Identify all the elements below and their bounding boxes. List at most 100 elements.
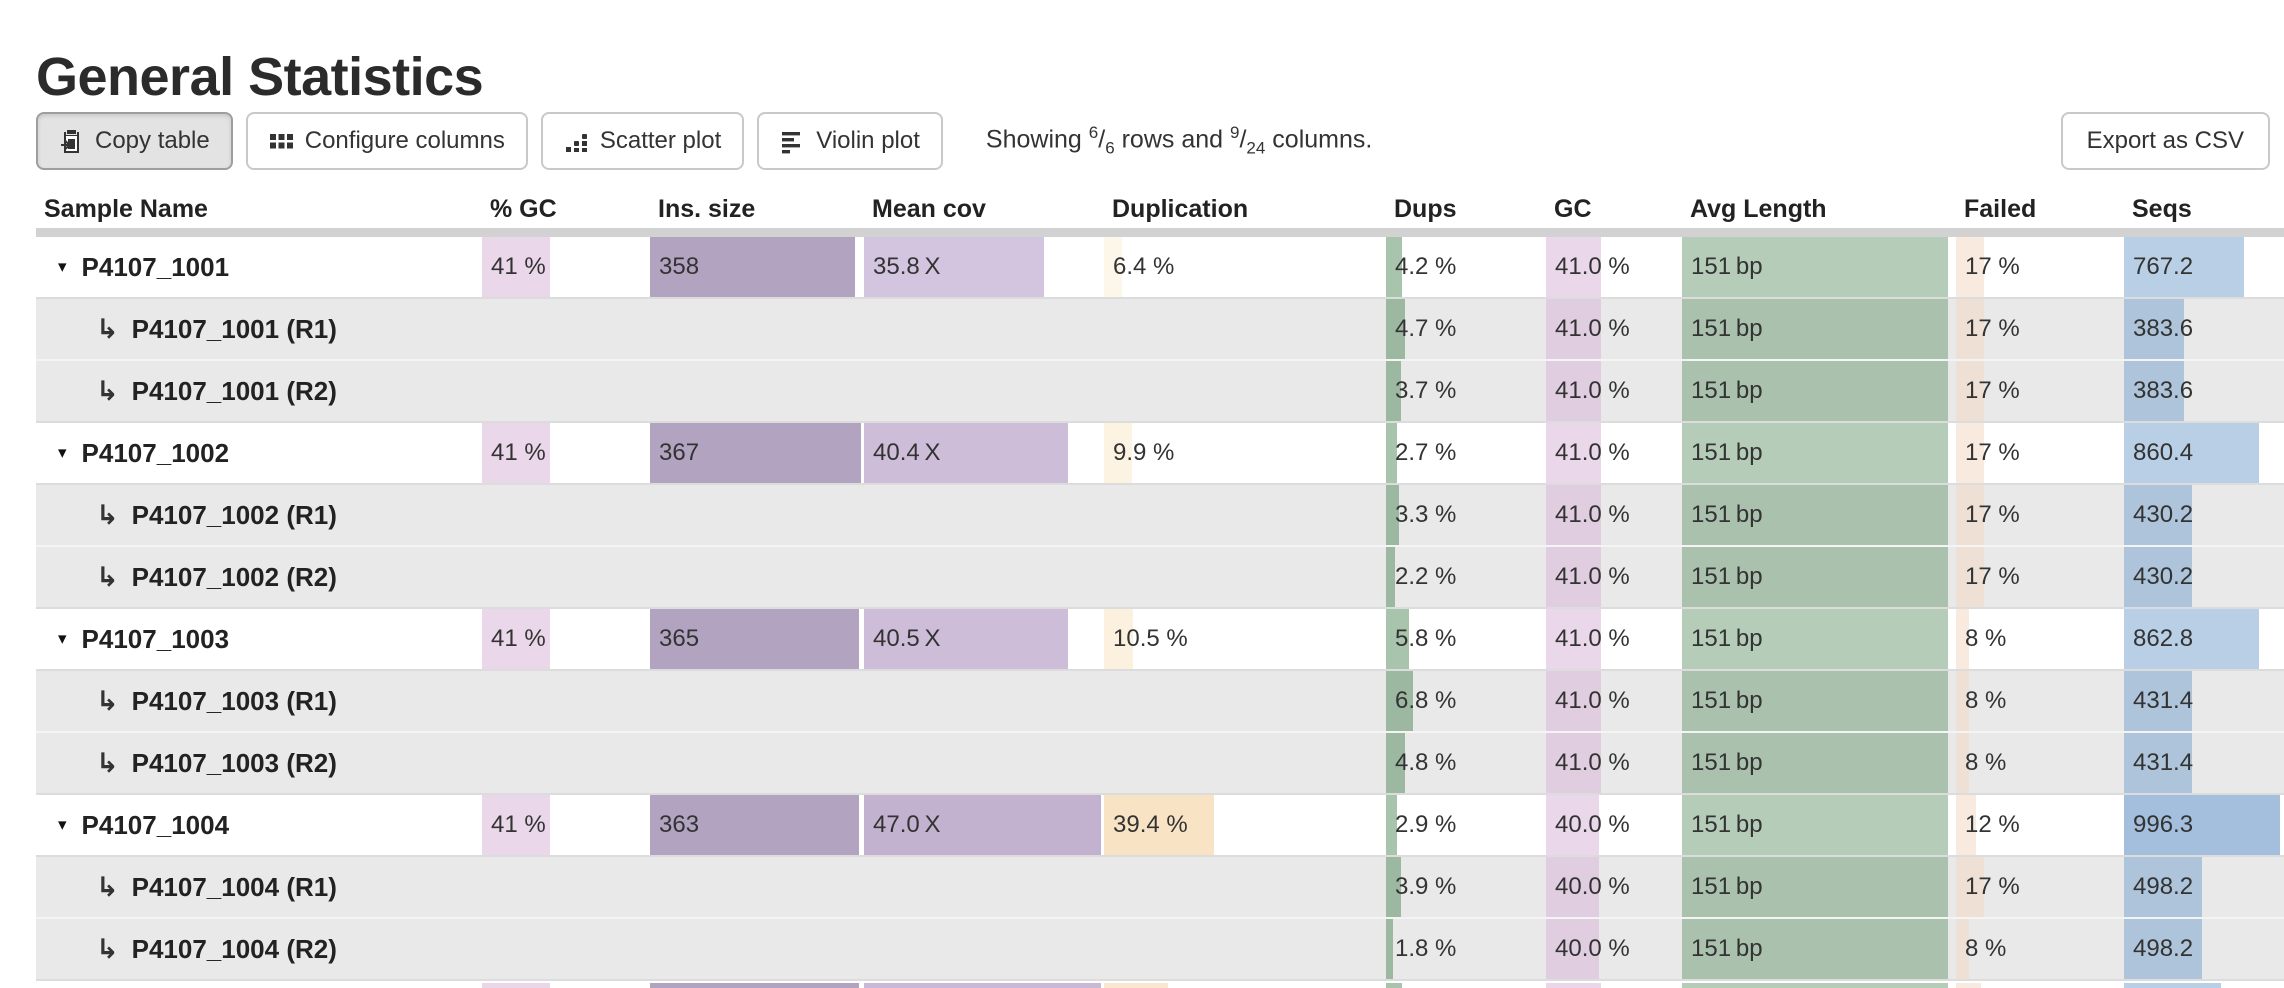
gc-value: 40.0 % xyxy=(1555,811,1630,838)
dup-cell xyxy=(1104,857,1386,917)
gc-bar xyxy=(1546,671,1601,731)
column-header-gc[interactable]: GC xyxy=(1554,195,1592,223)
ins-cell xyxy=(650,361,864,421)
sample-name: P4107_1001 (R2) xyxy=(131,375,337,406)
gc-bar xyxy=(1546,547,1601,607)
dups-cell: 2.7 % xyxy=(1386,423,1546,483)
gc-cell: 40.0 % xyxy=(1546,919,1682,979)
sample-cell[interactable]: ↳ P4107_1003 (R1) xyxy=(36,671,482,731)
table-row[interactable]: ↳ P4107_1004 (R2) 1.8 % 40.0 % 151 bp 8 % 498.… xyxy=(36,917,2284,979)
seqs-cell: 498.2 xyxy=(2124,919,2284,979)
avglen-value: 151 bp xyxy=(1691,563,1763,590)
failed-bar xyxy=(1956,733,1970,793)
dups-value: 4.8 % xyxy=(1395,749,1457,776)
table-row[interactable]: ↳ P4107_1001 (R1) 4.7 % 41.0 % 151 bp 17 % 383… xyxy=(36,297,2284,359)
seqs-bar xyxy=(2124,795,2281,855)
sample-cell[interactable]: ↳ P4107_1002 (R1) xyxy=(36,485,482,545)
column-header-seqs[interactable]: Seqs xyxy=(2132,195,2192,223)
expand-caret-icon[interactable]: ▾ xyxy=(58,257,67,276)
dups-cell: 4.8 % xyxy=(1386,733,1546,793)
seqs-value: 383.6 xyxy=(2133,377,2194,404)
configure-columns-button[interactable]: Configure columns xyxy=(245,112,528,170)
scatter-plot-label: Scatter plot xyxy=(599,127,722,154)
failed-value: 17 % xyxy=(1965,563,2020,590)
failed-bar xyxy=(1956,361,1985,421)
gc-cell: 41.0 % xyxy=(1546,671,1682,731)
column-header-ins[interactable]: Ins. size xyxy=(658,195,756,223)
meancov-cell xyxy=(864,857,1104,917)
dups-cell: 3.7 % xyxy=(1386,361,1546,421)
sample-cell[interactable]: ▾ P4107_1001 xyxy=(36,237,482,297)
violin-plot-button[interactable]: Violin plot xyxy=(757,112,943,170)
failed-value: 8 % xyxy=(1965,625,2007,652)
table-row[interactable]: ↳ P4107_1003 (R1) 6.8 % 41.0 % 151 bp 8 % 431.… xyxy=(36,669,2284,731)
ins-value: 358 xyxy=(659,253,700,280)
table-row[interactable]: ▾ P4107_1004 41 % 363 47.0 X 39.4 % 2.9 % 40.0 … xyxy=(36,793,2284,855)
dups-value: 1.8 % xyxy=(1395,935,1457,962)
table-row[interactable]: ↳ P4107_1001 (R2) 3.7 % 41.0 % 151 bp 17 % 383… xyxy=(36,359,2284,421)
dups-cell: 4.2 % xyxy=(1386,237,1546,297)
table-row-partial[interactable] xyxy=(36,979,2284,988)
table-row[interactable]: ↳ P4107_1002 (R1) 3.3 % 41.0 % 151 bp 17 % 430… xyxy=(36,483,2284,545)
violin-plot-label: Violin plot xyxy=(816,127,920,154)
sample-cell[interactable]: ↳ P4107_1004 (R1) xyxy=(36,857,482,917)
table-row[interactable]: ↳ P4107_1002 (R2) 2.2 % 41.0 % 151 bp 17 % 430… xyxy=(36,545,2284,607)
column-header-meancov[interactable]: Mean cov xyxy=(872,195,986,223)
sample-cell[interactable]: ↳ P4107_1001 (R1) xyxy=(36,299,482,359)
sample-cell[interactable]: ▾ P4107_1003 xyxy=(36,609,482,669)
column-header-sample[interactable]: Sample Name xyxy=(44,195,208,223)
column-header-failed[interactable]: Failed xyxy=(1964,195,2037,223)
ins-value: 365 xyxy=(659,625,700,652)
gc-cell: 41.0 % xyxy=(1546,609,1682,669)
avglen-bar xyxy=(1682,671,1948,731)
dups-cell: 1.8 % xyxy=(1386,919,1546,979)
seqs-cell: 430.2 xyxy=(2124,547,2284,607)
table-row[interactable]: ▾ P4107_1001 41 % 358 35.8 X 6.4 % 4.2 % 41.0 %… xyxy=(36,237,2284,297)
seqs-bar xyxy=(2124,919,2203,979)
dups-bar xyxy=(1386,547,1395,607)
failed-cell: 17 % xyxy=(1956,237,2124,297)
table-row[interactable]: ↳ P4107_1004 (R1) 3.9 % 40.0 % 151 bp 17 % 498… xyxy=(36,855,2284,917)
ins-cell xyxy=(650,857,864,917)
gc-cell: 41.0 % xyxy=(1546,733,1682,793)
expand-caret-icon[interactable]: ▾ xyxy=(58,443,67,462)
table-row[interactable]: ▾ P4107_1002 41 % 367 40.4 X 9.9 % 2.7 % 41.0 %… xyxy=(36,421,2284,483)
export-csv-button[interactable]: Export as CSV xyxy=(2060,112,2270,170)
seqs-value: 498.2 xyxy=(2133,935,2194,962)
sample-name: P4107_1001 xyxy=(81,251,230,282)
avglen-cell: 151 bp xyxy=(1682,671,1956,731)
ins-value: 367 xyxy=(659,439,700,466)
copy-table-button[interactable]: Copy table xyxy=(36,112,233,170)
failed-bar xyxy=(1956,609,1970,669)
expand-caret-icon[interactable]: ▾ xyxy=(58,629,67,648)
dups-bar xyxy=(1386,983,1402,988)
sample-cell[interactable]: ↳ P4107_1002 (R2) xyxy=(36,547,482,607)
sample-cell[interactable]: ↳ P4107_1004 (R2) xyxy=(36,919,482,979)
subrow-arrow-icon: ↳ xyxy=(96,747,119,778)
gc-cell: 41.0 % xyxy=(1546,423,1682,483)
column-header-avglen[interactable]: Avg Length xyxy=(1690,195,1827,223)
table-row[interactable]: ↳ P4107_1003 (R2) 4.8 % 41.0 % 151 bp 8 % 431.… xyxy=(36,731,2284,793)
sample-cell[interactable]: ↳ P4107_1001 (R2) xyxy=(36,361,482,421)
column-header-pct_gc[interactable]: % GC xyxy=(490,195,557,223)
failed-bar xyxy=(1956,919,1970,979)
dup-cell xyxy=(1104,485,1386,545)
gc-value: 41.0 % xyxy=(1555,625,1630,652)
seqs-cell: 383.6 xyxy=(2124,361,2284,421)
dups-cell: 4.7 % xyxy=(1386,299,1546,359)
column-header-dups[interactable]: Dups xyxy=(1394,195,1457,223)
dups-cell xyxy=(1386,981,1546,988)
sample-cell[interactable]: ▾ P4107_1004 xyxy=(36,795,482,855)
avglen-cell: 151 bp xyxy=(1682,361,1956,421)
scatter-plot-button[interactable]: Scatter plot xyxy=(540,112,745,170)
sample-name: P4107_1002 (R2) xyxy=(131,561,337,592)
seqs-bar xyxy=(2124,299,2185,359)
dups-value: 2.9 % xyxy=(1395,811,1457,838)
sample-cell[interactable]: ↳ P4107_1003 (R2) xyxy=(36,733,482,793)
failed-cell: 17 % xyxy=(1956,423,2124,483)
table-row[interactable]: ▾ P4107_1003 41 % 365 40.5 X 10.5 % 5.8 % 41.0 … xyxy=(36,607,2284,669)
expand-caret-icon[interactable]: ▾ xyxy=(58,815,67,834)
dups-cell: 5.8 % xyxy=(1386,609,1546,669)
column-header-dup[interactable]: Duplication xyxy=(1112,195,1249,223)
sample-cell[interactable]: ▾ P4107_1002 xyxy=(36,423,482,483)
